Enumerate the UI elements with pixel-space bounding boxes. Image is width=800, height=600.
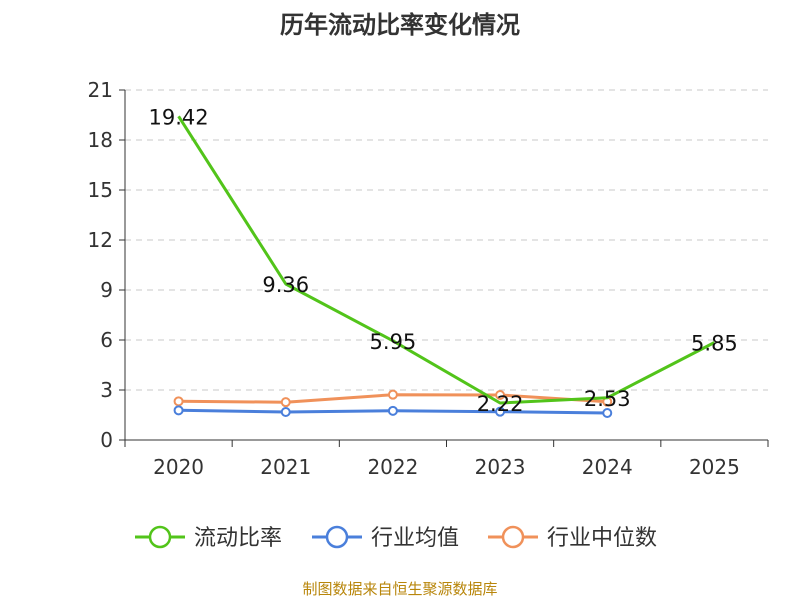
- y-tick-label: 15: [88, 178, 113, 202]
- data-point: [280, 407, 291, 417]
- data-label: 5.85: [691, 332, 738, 356]
- legend-item[interactable]: 流动比率: [135, 525, 282, 551]
- legend[interactable]: 流动比率 行业均值 行业中位数: [135, 525, 657, 551]
- y-tick-label: 0: [100, 428, 113, 452]
- y-tick-label: 12: [88, 228, 113, 252]
- legend-item[interactable]: 行业中位数: [488, 525, 657, 551]
- legend-swatch-marker: [501, 525, 525, 549]
- data-label: 2.22: [477, 392, 524, 416]
- data-point: [280, 397, 291, 408]
- x-tick-label: 2022: [367, 455, 418, 479]
- y-tick-label: 18: [88, 128, 113, 152]
- y-tick-label: 9: [100, 278, 113, 302]
- data-point: [387, 389, 398, 400]
- data-point: [173, 405, 184, 416]
- legend-swatch-marker: [325, 525, 349, 549]
- data-label: 9.36: [262, 273, 309, 297]
- chart-title: 历年流动比率变化情况: [280, 11, 520, 39]
- data-point: [495, 390, 506, 400]
- data-labels: 19.42 9.36 5.95 2.22 2.53 5.85: [149, 105, 738, 416]
- legend-swatch-marker: [148, 525, 172, 549]
- legend-label: 行业均值: [371, 526, 459, 551]
- y-tick-label: 21: [88, 78, 113, 102]
- y-tick-label: 3: [100, 378, 113, 402]
- x-tick-label: 2024: [582, 455, 633, 479]
- data-point: [387, 405, 398, 416]
- data-point: [602, 408, 613, 418]
- data-label: 2.53: [584, 387, 631, 411]
- x-tick-label: 2023: [475, 455, 526, 479]
- grid-lines: [125, 89, 768, 391]
- data-point: [173, 396, 184, 407]
- x-tick-label: 2025: [689, 455, 740, 479]
- data-point: [495, 406, 506, 417]
- x-tick-label: 2021: [260, 455, 311, 479]
- source-note: 制图数据来自恒生聚源数据库: [302, 580, 497, 598]
- legend-label: 流动比率: [194, 526, 282, 551]
- series-line-0: [177, 115, 716, 405]
- legend-item[interactable]: 行业均值: [312, 525, 459, 551]
- data-label: 5.95: [370, 330, 417, 354]
- y-tick-label: 6: [100, 328, 113, 352]
- legend-label: 行业中位数: [547, 526, 657, 551]
- x-tick-label: 2020: [153, 455, 204, 479]
- data-label: 19.42: [149, 105, 209, 129]
- series-layer: [173, 115, 716, 418]
- axes: 0 3 6 9 12 15 18 21 2020 2021 2022 2023 2024 2025: [88, 78, 769, 479]
